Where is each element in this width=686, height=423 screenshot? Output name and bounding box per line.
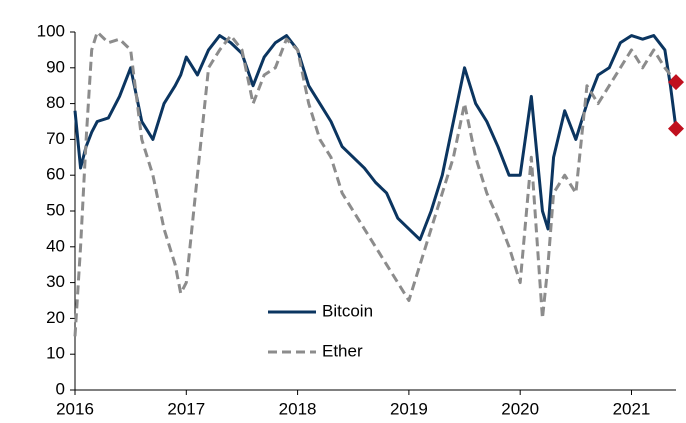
end-marker <box>668 74 684 91</box>
y-tick-label: 90 <box>46 57 65 76</box>
y-tick-label: 20 <box>46 308 65 327</box>
x-tick-label: 2018 <box>279 399 317 418</box>
y-tick-label: 50 <box>46 200 65 219</box>
x-tick-label: 2017 <box>167 399 205 418</box>
x-tick-label: 2021 <box>613 399 651 418</box>
y-tick-label: 0 <box>56 379 65 398</box>
y-tick-label: 70 <box>46 129 65 148</box>
legend-label: Ether <box>322 341 363 360</box>
y-tick-label: 10 <box>46 344 65 363</box>
y-tick-label: 40 <box>46 236 65 255</box>
y-tick-label: 60 <box>46 165 65 184</box>
legend-label: Bitcoin <box>322 301 373 320</box>
series-line <box>73 34 678 242</box>
series-line <box>73 30 678 337</box>
x-tick-label: 2019 <box>390 399 428 418</box>
x-tick-label: 2016 <box>56 399 94 418</box>
y-tick-label: 30 <box>46 272 65 291</box>
end-marker <box>668 120 684 137</box>
y-tick-label: 80 <box>46 93 65 112</box>
x-tick-label: 2020 <box>501 399 539 418</box>
y-tick-label: 100 <box>37 21 65 40</box>
